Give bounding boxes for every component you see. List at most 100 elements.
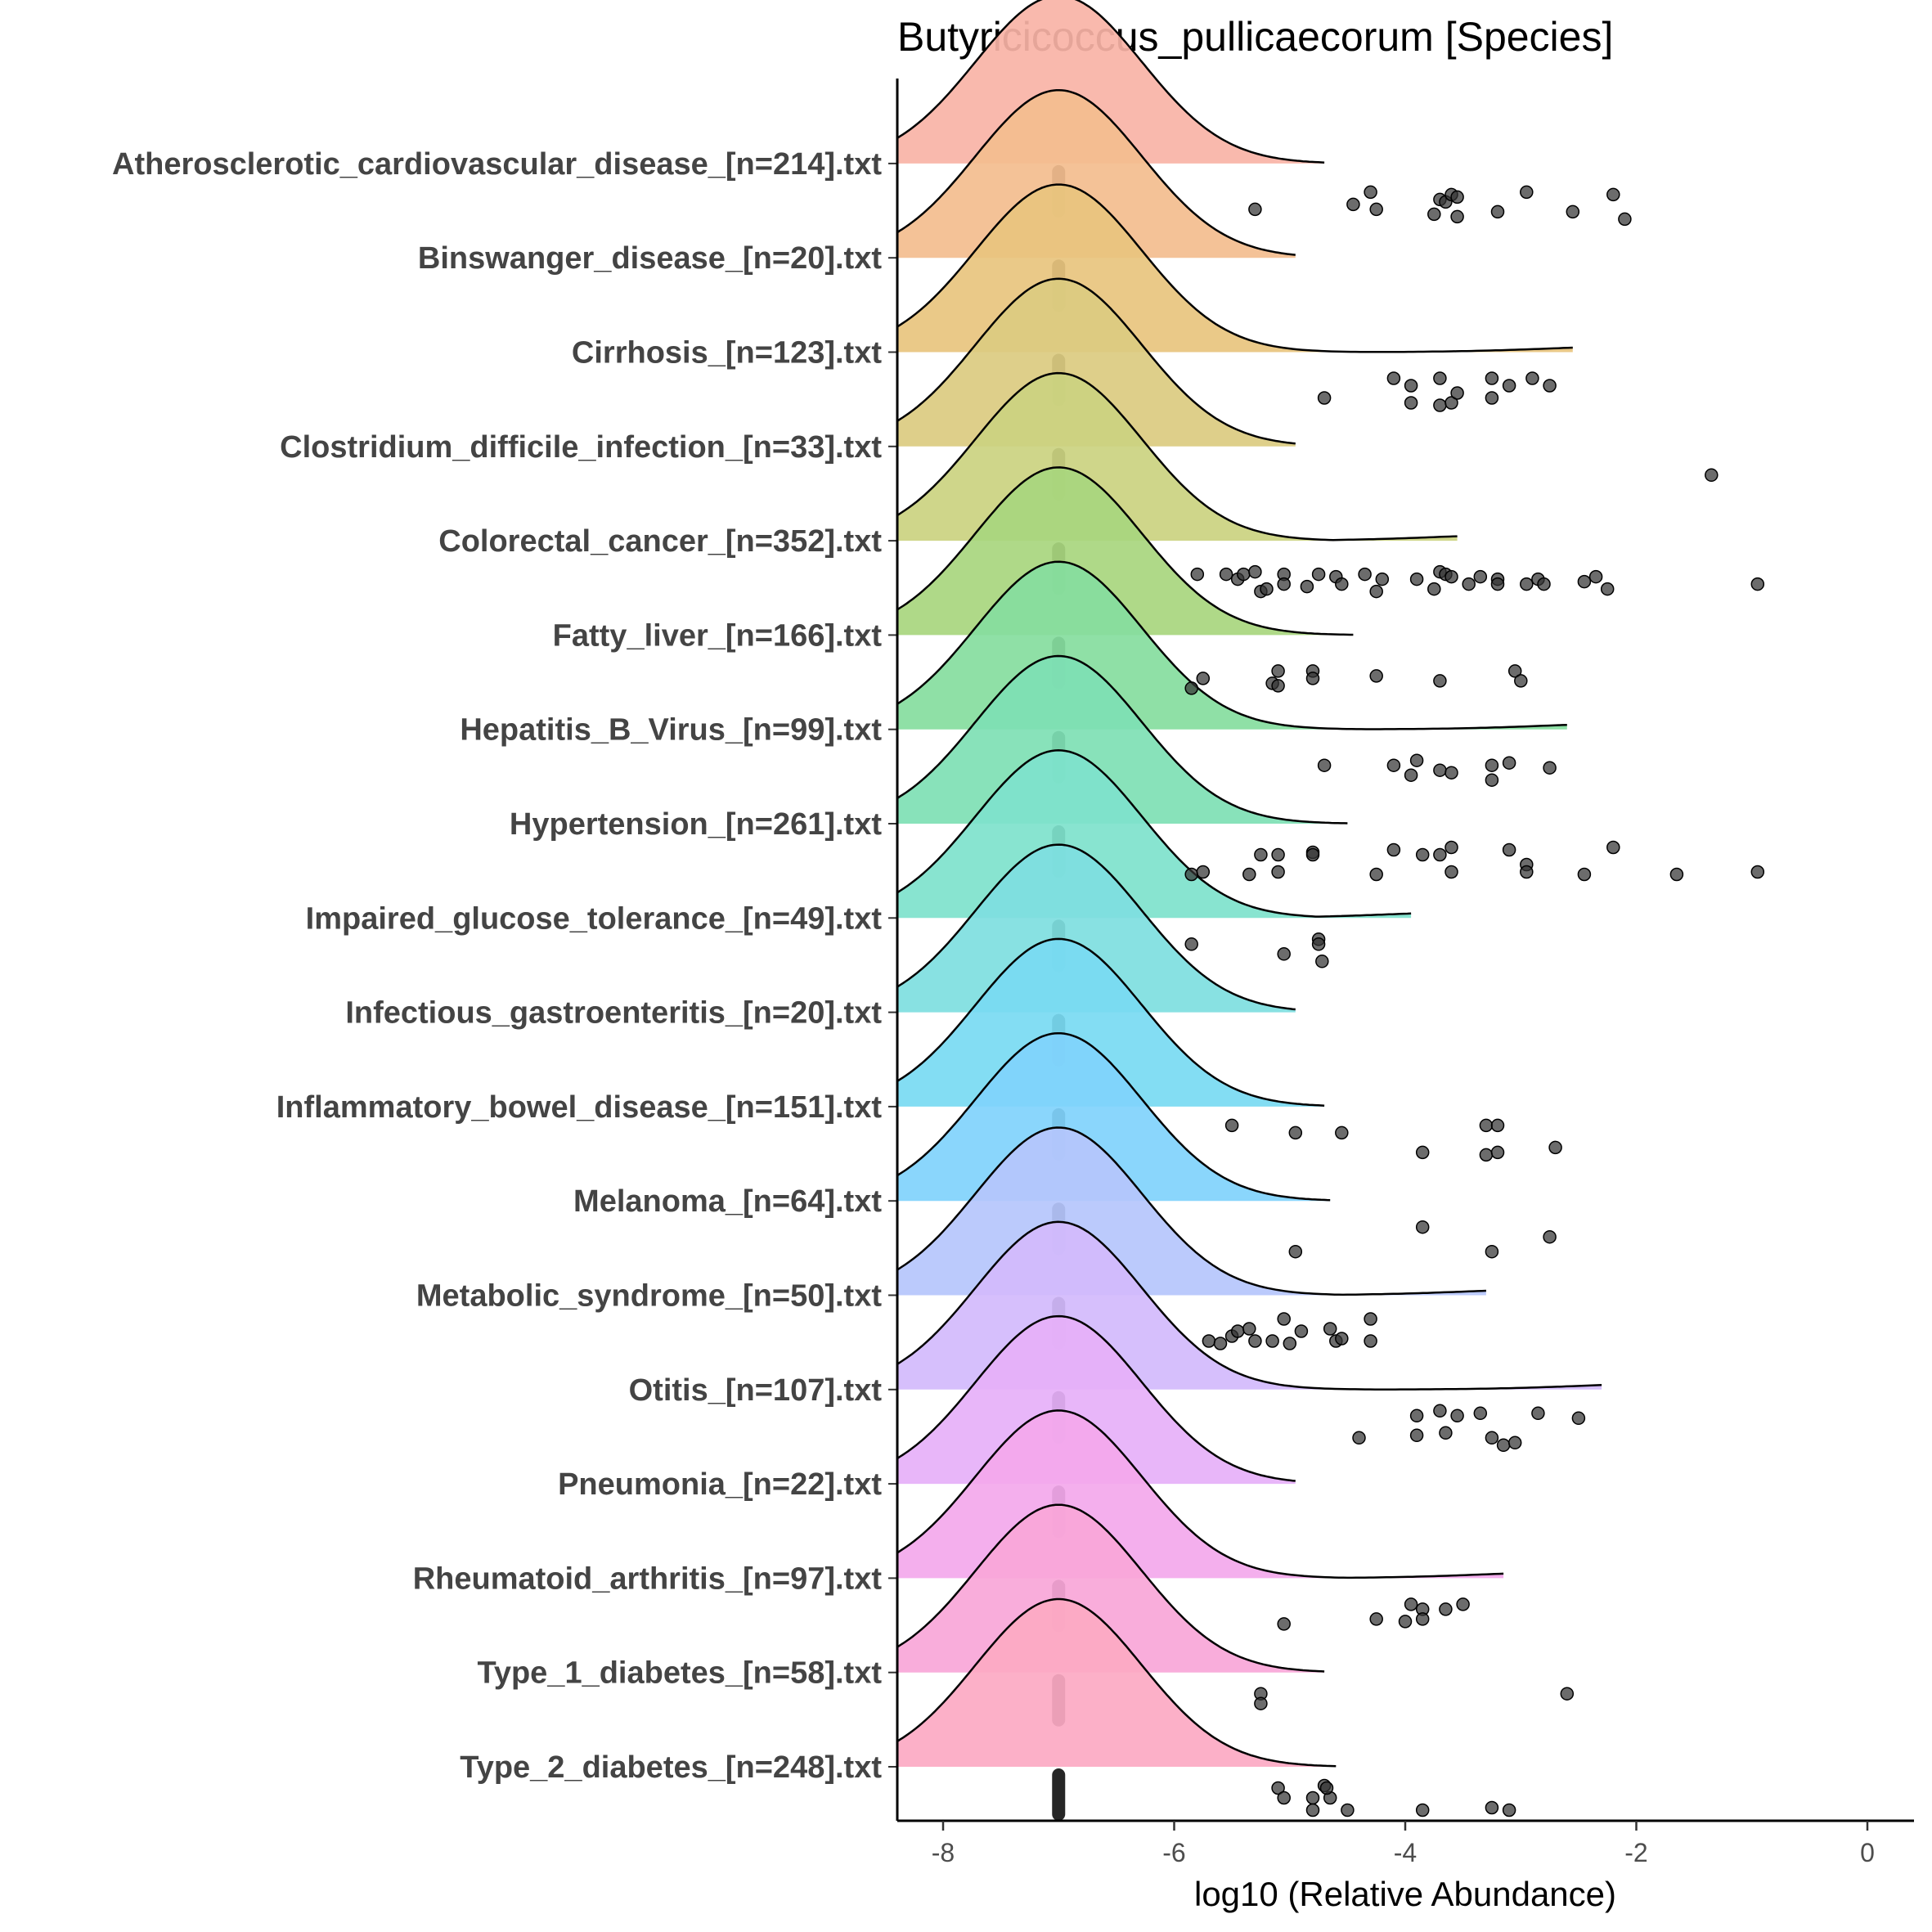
outlier-point [1415, 1803, 1430, 1817]
outlier-point [1439, 1602, 1453, 1616]
outlier-point [1750, 865, 1765, 879]
outlier-point [1490, 1118, 1505, 1133]
ridge-outline [896, 277, 1296, 445]
outlier-point [1445, 396, 1458, 410]
outlier-point [1213, 1337, 1228, 1350]
outlier-point [1485, 758, 1499, 772]
outlier-point [1277, 1312, 1291, 1326]
x-tick-label: -2 [1624, 1838, 1647, 1867]
category-label: Type_2_diabetes_[n=248].txt [460, 1750, 882, 1785]
outlier-point [1277, 577, 1291, 591]
outlier-point [1577, 574, 1592, 589]
outlier-point [1433, 371, 1447, 385]
outlier-point [1242, 1322, 1256, 1336]
outlier-point [1277, 1617, 1291, 1631]
x-axis-title: log10 (Relative Abundance) [1194, 1875, 1616, 1913]
outlier-point [1386, 758, 1401, 772]
outlier-point [1271, 1781, 1285, 1795]
outlier-point [1254, 847, 1268, 862]
outlier-point [1300, 579, 1314, 594]
outlier-point [1560, 1687, 1575, 1701]
outlier-point [1346, 197, 1360, 212]
category-label: Clostridium_difficile_infection_[n=33].t… [280, 430, 882, 465]
outlier-point [1184, 681, 1198, 695]
outlier-point [1502, 842, 1516, 857]
outlier-point [1543, 379, 1557, 393]
outlier-point [1520, 577, 1534, 591]
outlier-point [1525, 371, 1539, 385]
category-label: Binswanger_disease_[n=20].txt [418, 241, 882, 276]
outlier-point [1520, 865, 1534, 879]
outlier-point [1237, 567, 1251, 582]
outlier-point [1502, 379, 1516, 393]
outlier-point [1409, 753, 1424, 767]
outlier-point [1248, 1334, 1262, 1348]
outlier-point [1427, 582, 1441, 596]
outlier-point [1271, 865, 1285, 879]
outlier-point [1543, 1229, 1557, 1244]
x-tick-label: 0 [1860, 1838, 1875, 1867]
outlier-point [1288, 1126, 1303, 1140]
outlier-point [1433, 763, 1447, 777]
ridge-outline [896, 0, 1325, 164]
outlier-point [1323, 1322, 1337, 1336]
outliers-6 [1288, 1220, 1557, 1259]
outlier-point [1288, 1244, 1303, 1259]
outlier-point [1433, 398, 1447, 412]
outlier-point [1485, 1800, 1499, 1815]
outlier-point [1490, 1145, 1505, 1160]
outlier-point [1571, 1411, 1586, 1426]
outlier-point [1606, 840, 1620, 855]
outlier-point [1445, 865, 1458, 879]
outlier-point [1271, 679, 1285, 693]
outlier-point [1520, 185, 1534, 200]
outlier-point [1606, 187, 1620, 202]
category-label: Hepatitis_B_Virus_[n=99].txt [460, 713, 882, 748]
outlier-point [1404, 1597, 1418, 1611]
ridge-outline [896, 466, 1354, 636]
outlier-point [1311, 937, 1326, 951]
category-label: Cirrhosis_[n=123].txt [572, 336, 882, 371]
outliers-14 [1705, 468, 1719, 483]
outlier-point [1479, 1148, 1494, 1162]
outlier-point [1248, 202, 1262, 217]
outlier-point [1490, 577, 1505, 591]
outlier-point [1433, 847, 1447, 862]
outlier-point [1190, 567, 1205, 582]
outlier-point [1618, 212, 1632, 227]
ridge-outline [896, 1597, 1337, 1768]
outlier-point [1364, 1334, 1377, 1348]
outlier-point [1315, 955, 1329, 968]
ridge-0 [896, 1597, 1337, 1821]
outlier-point [1496, 1438, 1511, 1453]
category-label: Rheumatoid_arthritis_[n=97].txt [413, 1561, 883, 1596]
outlier-point [1317, 391, 1332, 405]
outlier-point [1577, 867, 1592, 882]
outlier-point [1473, 569, 1488, 584]
outlier-point [1305, 672, 1320, 685]
x-tick-label: -6 [1162, 1838, 1185, 1867]
outlier-point [1260, 582, 1274, 596]
outliers-7 [1224, 1118, 1562, 1162]
outlier-point [1507, 664, 1522, 678]
ridge-outline [896, 1503, 1325, 1673]
outlier-point [1305, 1803, 1320, 1817]
category-label: Type_1_diabetes_[n=58].txt [477, 1656, 882, 1691]
outlier-point [1433, 1404, 1447, 1418]
outlier-point [1490, 204, 1505, 219]
category-label: Metabolic_syndrome_[n=50].txt [416, 1279, 882, 1314]
outlier-point [1531, 1406, 1545, 1421]
x-axis-ticks: -8 -6 -4 -2 0 [932, 1821, 1875, 1867]
outliers-17 [1248, 185, 1632, 227]
outlier-point [1305, 847, 1320, 862]
ridge-outline [896, 1220, 1602, 1391]
outlier-point [1369, 669, 1383, 683]
outlier-point [1427, 207, 1441, 222]
point-layers [1184, 185, 1765, 1817]
ridge-outline [896, 937, 1325, 1107]
outlier-point [1364, 185, 1377, 200]
outlier-point [1502, 756, 1516, 770]
outlier-point [1265, 1334, 1279, 1348]
outlier-point [1196, 672, 1211, 685]
outlier-point [1311, 567, 1326, 582]
